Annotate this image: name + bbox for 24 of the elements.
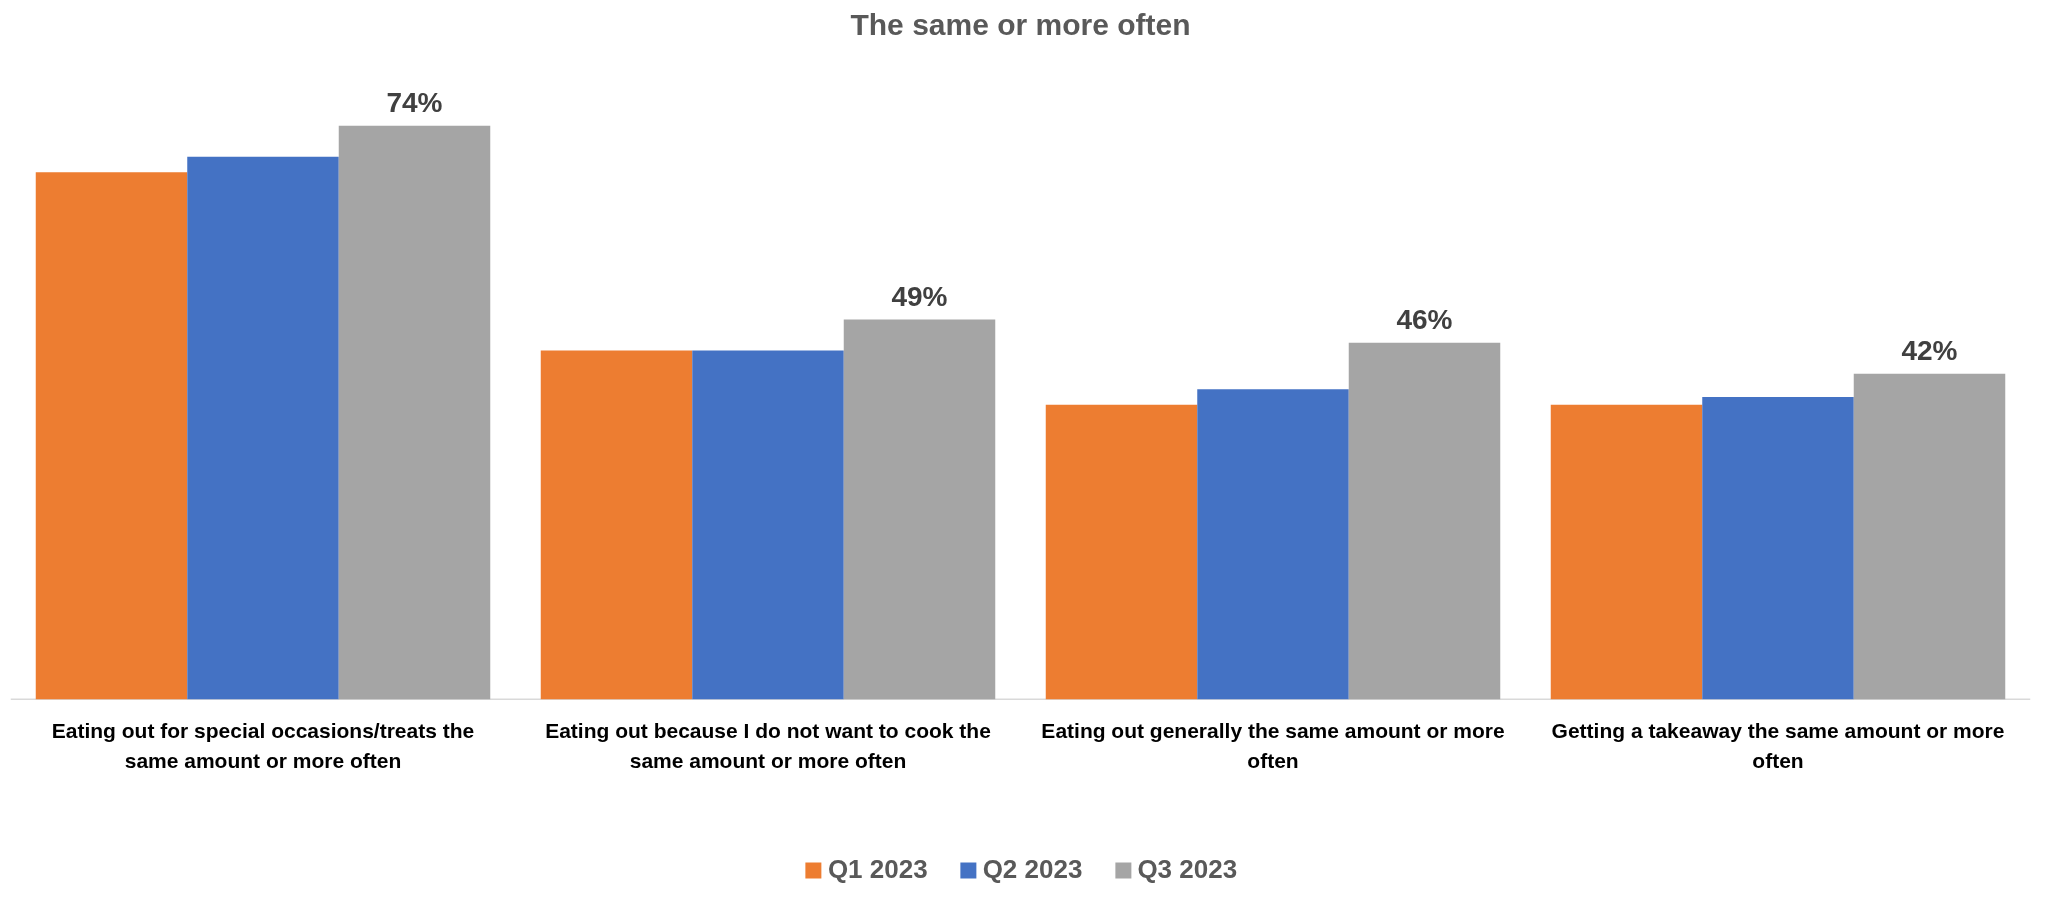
bar: [1853, 373, 2006, 700]
bar: [843, 319, 996, 700]
bar: [1702, 397, 1854, 700]
bar: [1550, 404, 1703, 700]
bar: [338, 125, 491, 700]
x-tick-label: Eating out because I do not want to cook the same amount or more often: [545, 719, 991, 773]
bar: [692, 350, 844, 700]
chart-title: The same or more often: [850, 7, 1191, 41]
bar: [187, 156, 339, 700]
x-tick-label: Eating out for special occasions/treats the same amount or more often: [51, 719, 475, 773]
legend-label: Q2 2023: [982, 854, 1083, 885]
data-label: 42%: [1901, 334, 1958, 366]
bar: [1197, 389, 1349, 700]
legend-label: Q1 2023: [827, 854, 928, 885]
data-label: 49%: [891, 280, 948, 312]
data-label: 74%: [386, 86, 443, 118]
bar: [1348, 342, 1501, 700]
bar: [1045, 404, 1198, 700]
legend-label: Q3 2023: [1137, 854, 1238, 885]
x-tick-label: Getting a takeaway the same amount or more often: [1551, 719, 2005, 773]
x-tick-label: Eating out generally the same amount or more often: [1041, 719, 1505, 773]
data-label: 46%: [1396, 303, 1453, 335]
bar: [540, 350, 693, 700]
bar: [35, 172, 188, 700]
